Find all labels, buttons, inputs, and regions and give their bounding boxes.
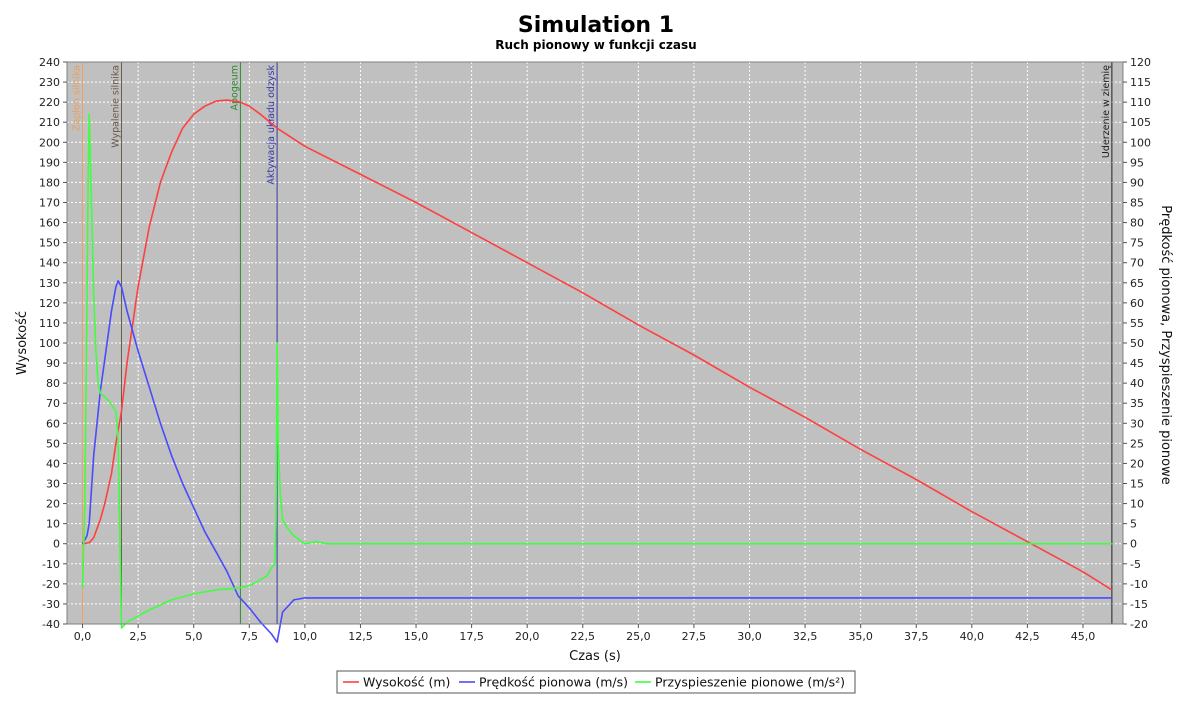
y-right-tick-label: 90 (1130, 176, 1144, 189)
legend-box (336, 670, 856, 694)
x-tick-label: 2,5 (129, 630, 147, 643)
chart-title: Simulation 1 (518, 13, 674, 38)
series-line (81, 113, 1112, 629)
chart-subtitle: Ruch pionowy w funkcji czasu (495, 38, 696, 52)
y-right-tick-label: 80 (1130, 217, 1144, 230)
y-axis-left-label: Wysokość (15, 311, 30, 375)
y-right-tick-label: 120 (1130, 56, 1151, 69)
y-right-tick-label: 35 (1130, 397, 1144, 410)
y-right-tick-label: 95 (1130, 156, 1144, 169)
y-right-tick-label: 15 (1130, 478, 1144, 491)
x-tick-label: 10,0 (293, 630, 318, 643)
y-right-tick-label: 5 (1130, 518, 1137, 531)
x-tick-label: 20,0 (515, 630, 540, 643)
x-tick-label: 22,5 (571, 630, 596, 643)
y-left-tick-label: 120 (39, 297, 60, 310)
x-tick-label: 35,0 (848, 630, 873, 643)
y-left-tick-label: 110 (39, 317, 60, 330)
y-left-tick-label: 160 (39, 217, 60, 230)
y-left-tick-label: 40 (46, 457, 60, 470)
y-right-tick-label: 115 (1130, 76, 1151, 89)
x-tick-label: 25,0 (626, 630, 651, 643)
y-left-tick-label: 70 (46, 397, 60, 410)
y-left-tick-label: 240 (39, 56, 60, 69)
x-tick-label: 7,5 (241, 630, 259, 643)
y-left-tick-label: 200 (39, 136, 60, 149)
x-tick-label: 45,0 (1071, 630, 1096, 643)
y-left-tick-label: 20 (46, 498, 60, 511)
y-left-tick-label: -10 (42, 558, 60, 571)
x-tick-label: 15,0 (404, 630, 429, 643)
event-label: Apogeum (229, 65, 240, 111)
y-right-tick-label: 20 (1130, 457, 1144, 470)
y-right-tick-label: 70 (1130, 257, 1144, 270)
x-axis: 0,0 2,5 5,0 7,5 10,0 12,5 15,0 17,5 20,0 22,5 25,0… (74, 624, 1095, 643)
y-right-tick-label: 45 (1130, 357, 1144, 370)
y-left-tick-label: 0 (53, 538, 60, 551)
y-left-tick-label: 180 (39, 176, 60, 189)
y-right-tick-label: -15 (1130, 598, 1148, 611)
y-left-tick-label: 80 (46, 377, 60, 390)
y-right-tick-label: 0 (1130, 538, 1137, 551)
y-left-tick-label: -40 (42, 618, 60, 631)
y-right-tick-label: -10 (1130, 578, 1148, 591)
y-right-tick-label: -20 (1130, 618, 1148, 631)
y-left-tick-label: 190 (39, 156, 60, 169)
y-left-tick-label: 140 (39, 257, 60, 270)
x-tick-label: 0,0 (74, 630, 92, 643)
y-right-tick-label: 100 (1130, 136, 1151, 149)
y-right-tick-label: 65 (1130, 277, 1144, 290)
y-left-tick-label: 210 (39, 116, 60, 129)
y-left-tick-label: 230 (39, 76, 60, 89)
y-right-tick-label: 75 (1130, 237, 1144, 250)
y-left-tick-label: 100 (39, 337, 60, 350)
y-left-tick-label: 150 (39, 237, 60, 250)
y-right-tick-label: 110 (1130, 96, 1151, 109)
x-tick-label: 27,5 (682, 630, 707, 643)
x-tick-label: 32,5 (793, 630, 818, 643)
y-axis-right-label: Prędkość pionowa, Przyspieszenie pionowe (1158, 205, 1173, 484)
y-right-tick-label: -5 (1130, 558, 1141, 571)
x-axis-label: Czas (s) (569, 649, 621, 664)
y-axis-left: -40 -30 -20 -10 0 10 20 30 40 50 60 70 80 90 100 110 120… (39, 56, 67, 631)
x-tick-label: 30,0 (737, 630, 762, 643)
x-tick-label: 40,0 (960, 630, 985, 643)
series-lines (81, 99, 1113, 643)
y-right-tick-label: 85 (1130, 197, 1144, 210)
x-tick-label: 5,0 (185, 630, 203, 643)
y-left-tick-label: -30 (42, 598, 60, 611)
series-line (81, 279, 1112, 643)
y-left-tick-label: 10 (46, 518, 60, 531)
event-label: Wypalenie silnika (110, 65, 121, 148)
y-right-tick-label: 40 (1130, 377, 1144, 390)
x-tick-label: 17,5 (459, 630, 484, 643)
legend-entry: Prędkość pionowa (m/s) (479, 675, 628, 690)
y-right-tick-label: 30 (1130, 417, 1144, 430)
y-left-tick-label: 30 (46, 478, 60, 491)
series-line (82, 99, 1113, 591)
y-right-tick-label: 50 (1130, 337, 1144, 350)
x-tick-label: 42,5 (1015, 630, 1040, 643)
y-axis-right: -20 -15 -10 -5 0 5 10 15 20 25 30 35 40 45 50 55 60 65 70 7… (1123, 56, 1151, 631)
y-right-tick-label: 105 (1130, 116, 1151, 129)
y-right-tick-label: 10 (1130, 498, 1144, 511)
y-right-tick-label: 55 (1130, 317, 1144, 330)
event-label: Zapłon silnika (72, 65, 83, 131)
event-label: Uderzenie w ziemię (1101, 65, 1112, 158)
legend-entry: Przyspieszenie pionowe (m/s²) (655, 675, 845, 690)
y-right-tick-label: 60 (1130, 297, 1144, 310)
x-tick-label: 12,5 (348, 630, 373, 643)
y-left-tick-label: 60 (46, 417, 60, 430)
y-left-tick-label: -20 (42, 578, 60, 591)
x-tick-label: 37,5 (904, 630, 929, 643)
y-left-tick-label: 220 (39, 96, 60, 109)
legend-entry: Wysokość (m) (363, 675, 450, 690)
y-left-tick-label: 50 (46, 437, 60, 450)
y-left-tick-label: 170 (39, 197, 60, 210)
y-left-tick-label: 90 (46, 357, 60, 370)
y-left-tick-label: 130 (39, 277, 60, 290)
y-right-tick-label: 25 (1130, 437, 1144, 450)
legend: Wysokość (m) Prędkość pionowa (m/s) Przysp… (336, 670, 856, 694)
